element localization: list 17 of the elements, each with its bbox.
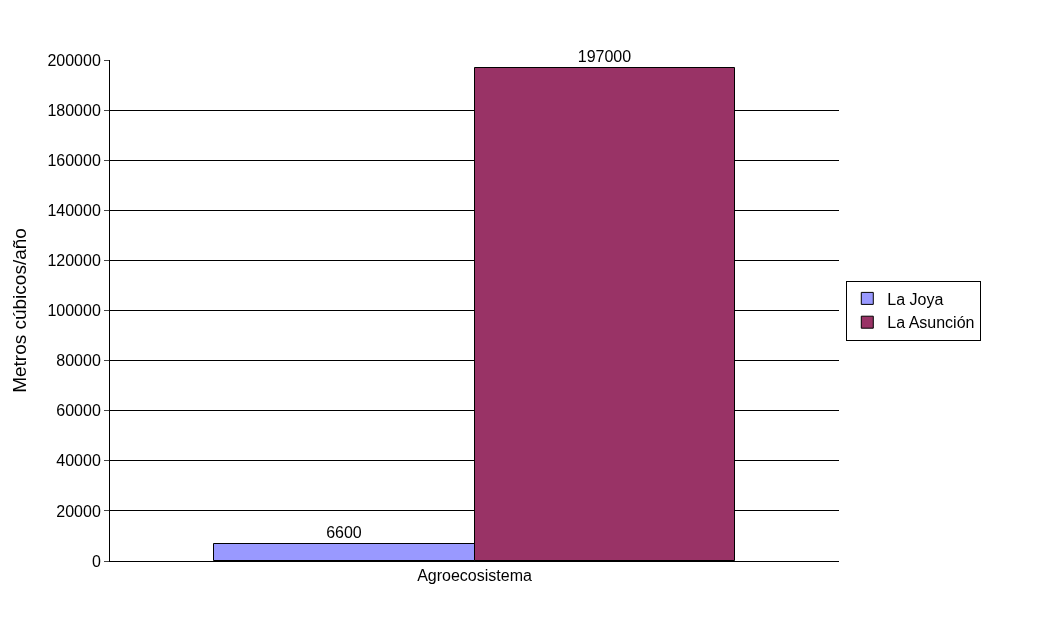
y-tick-label: 180000: [47, 101, 101, 119]
data-label: 6600: [326, 523, 362, 541]
y-tick-label: 200000: [47, 51, 101, 69]
data-label: 197000: [577, 47, 632, 65]
y-tick-label: 40000: [56, 452, 101, 470]
y-tick-label: 120000: [47, 252, 101, 269]
y-tick-label: 60000: [56, 402, 101, 420]
y-tick-label: 140000: [47, 201, 101, 219]
legend-label: La Joya: [887, 290, 944, 308]
y-tick-label: 100000: [47, 302, 101, 320]
y-axis-title: Metros cúbicos/año: [9, 228, 31, 393]
y-tick-label: 80000: [56, 352, 101, 370]
x-tick-label: Agroecosistema: [417, 567, 532, 585]
y-tick-label: 160000: [47, 151, 101, 169]
legend-label: La Asunción: [887, 314, 975, 332]
y-tick-label: 20000: [56, 502, 101, 520]
y-tick-label: 0: [91, 552, 101, 570]
